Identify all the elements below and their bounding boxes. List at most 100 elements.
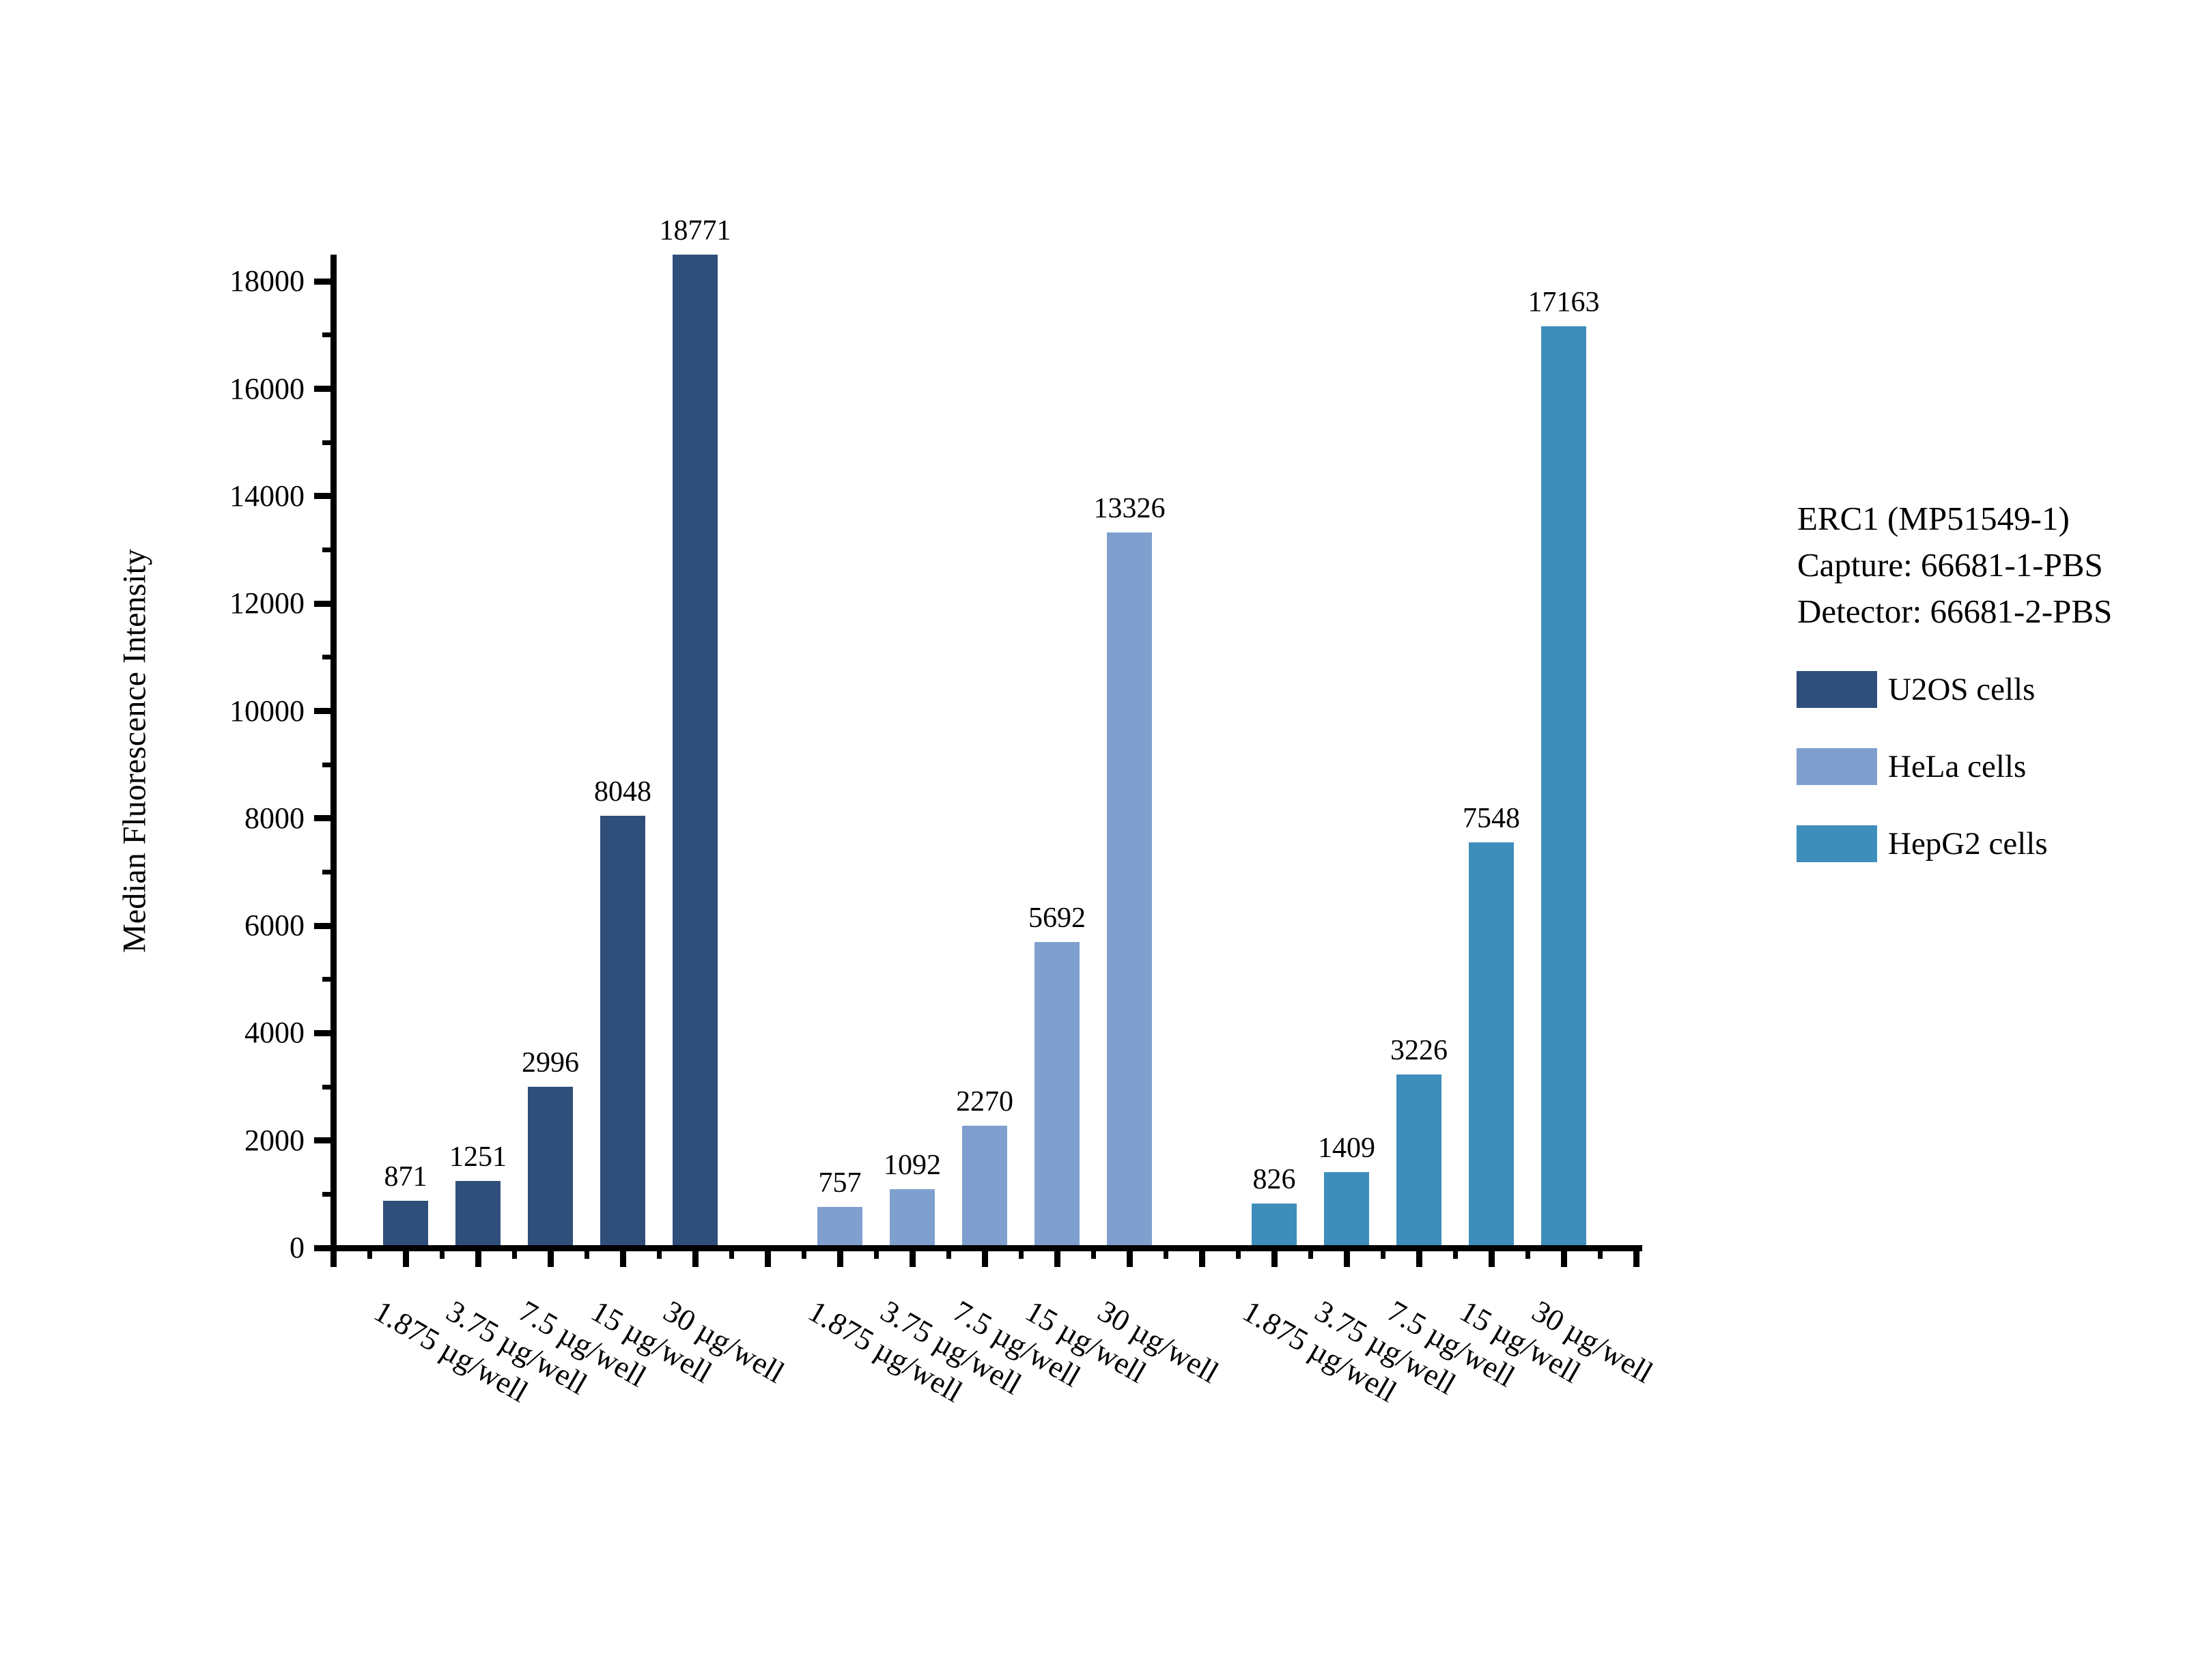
bar-value-label: 2996 [522,1047,579,1079]
x-minor-tick [1525,1251,1530,1259]
legend-title-line-3: Detector: 66681-2-PBS [1797,593,2113,630]
x-major-tick [692,1251,699,1267]
bar-hela-1.875 µg/well [817,1207,862,1248]
x-major-tick [619,1251,626,1267]
x-major-tick [1126,1251,1133,1267]
legend-swatch [1797,825,1877,862]
x-major-tick [1416,1251,1422,1267]
x-minor-tick [1163,1251,1168,1259]
bar-value-label: 7548 [1463,803,1520,834]
x-axis-line [327,1245,1642,1251]
y-tick-label: 2000 [244,1123,305,1157]
y-minor-tick [322,547,330,553]
x-major-tick [1633,1251,1639,1267]
legend-item-label: HeLa cells [1888,749,2027,784]
y-major-tick [314,386,330,393]
bar-value-label: 1251 [449,1141,507,1173]
bar-u2os-3.75 µg/well [455,1181,501,1248]
x-major-tick [1198,1251,1205,1267]
y-tick-label: 10000 [229,694,305,728]
y-tick-label: 4000 [244,1016,305,1050]
x-minor-tick [1452,1251,1458,1259]
x-minor-tick [1235,1251,1241,1259]
bar-value-label: 1409 [1318,1133,1375,1164]
legend-title-line-1: ERC1 (MP51549-1) [1797,500,2070,537]
bar-u2os-7.5 µg/well [528,1087,573,1248]
bar-value-label: 871 [384,1161,427,1193]
x-major-tick [981,1251,988,1267]
legend-item: U2OS cells [1797,671,2048,708]
x-minor-tick [511,1251,517,1259]
x-minor-tick [1090,1251,1096,1259]
x-major-tick [402,1251,409,1267]
bar-value-label: 1092 [884,1150,941,1181]
legend-swatch [1797,671,1877,708]
bar-hela-7.5 µg/well [962,1126,1007,1248]
x-major-tick [909,1251,916,1267]
plot-area: 871 1251 2996 8048 18771 757 1092 2270 5692 13326… [229,215,1659,1409]
bar-value-label: 3226 [1390,1035,1448,1066]
y-tick-label: 16000 [229,371,305,405]
bar-value-label: 13326 [1093,493,1166,524]
y-minor-tick [322,1084,330,1090]
y-major-tick [314,1244,330,1251]
legend: U2OS cells HeLa cells HepG2 cells [1797,671,2048,902]
legend-item-label: HepG2 cells [1888,826,2048,862]
bar-value-label: 2270 [956,1086,1013,1117]
x-major-tick [475,1251,481,1267]
x-major-tick [1054,1251,1060,1267]
y-minor-tick [322,869,330,874]
y-minor-tick [322,1191,330,1197]
x-major-tick [330,1251,337,1267]
bar-value-label: 17163 [1528,287,1600,318]
bar-value-label: 826 [1252,1164,1296,1195]
x-minor-tick [439,1251,445,1259]
y-minor-tick [322,440,330,445]
x-major-tick [836,1251,843,1267]
x-minor-tick [656,1251,662,1259]
bar-value-label: 5692 [1028,902,1086,934]
x-major-tick [1488,1251,1495,1267]
y-major-tick [314,278,330,285]
y-tick-label: 12000 [229,586,305,621]
bar-value-label: 8048 [594,776,651,808]
x-minor-tick [1597,1251,1603,1259]
bar-u2os-30 µg/well [673,255,718,1248]
y-tick-label: 18000 [229,264,305,298]
y-tick-label: 6000 [244,909,305,943]
y-tick-label: 14000 [229,479,305,513]
bar-hepg2-3.75 µg/well [1324,1172,1369,1248]
legend-item: HeLa cells [1797,748,2048,785]
y-major-tick [314,1137,330,1144]
x-minor-tick [1308,1251,1313,1259]
bar-value-label: 757 [818,1167,862,1199]
legend-swatch [1797,748,1877,785]
x-major-tick [1560,1251,1567,1267]
x-minor-tick [367,1251,372,1259]
x-major-tick [1343,1251,1350,1267]
y-minor-tick [322,655,330,660]
bar-hela-15 µg/well [1034,942,1080,1248]
y-major-tick [314,815,330,822]
x-major-tick [547,1251,554,1267]
y-minor-tick [322,762,330,767]
x-minor-tick [946,1251,951,1259]
y-major-tick [314,493,330,500]
legend-item-label: U2OS cells [1888,672,2036,707]
bar-value-label: 18771 [659,215,731,246]
bar-hepg2-1.875 µg/well [1252,1204,1297,1248]
bar-u2os-1.875 µg/well [383,1201,428,1248]
x-minor-tick [1380,1251,1385,1259]
legend-title: ERC1 (MP51549-1) Capture: 66681-1-PBS De… [1797,496,2112,635]
bar-u2os-15 µg/well [600,816,645,1248]
y-major-tick [314,1029,330,1036]
x-major-tick [1271,1251,1278,1267]
bar-hepg2-15 µg/well [1469,842,1514,1248]
x-minor-tick [873,1251,879,1259]
x-minor-tick [801,1251,806,1259]
bar-hela-3.75 µg/well [890,1189,935,1248]
bar-hepg2-7.5 µg/well [1396,1074,1441,1248]
y-tick-label: 0 [290,1231,305,1264]
x-minor-tick [1018,1251,1024,1259]
y-major-tick [314,708,330,714]
